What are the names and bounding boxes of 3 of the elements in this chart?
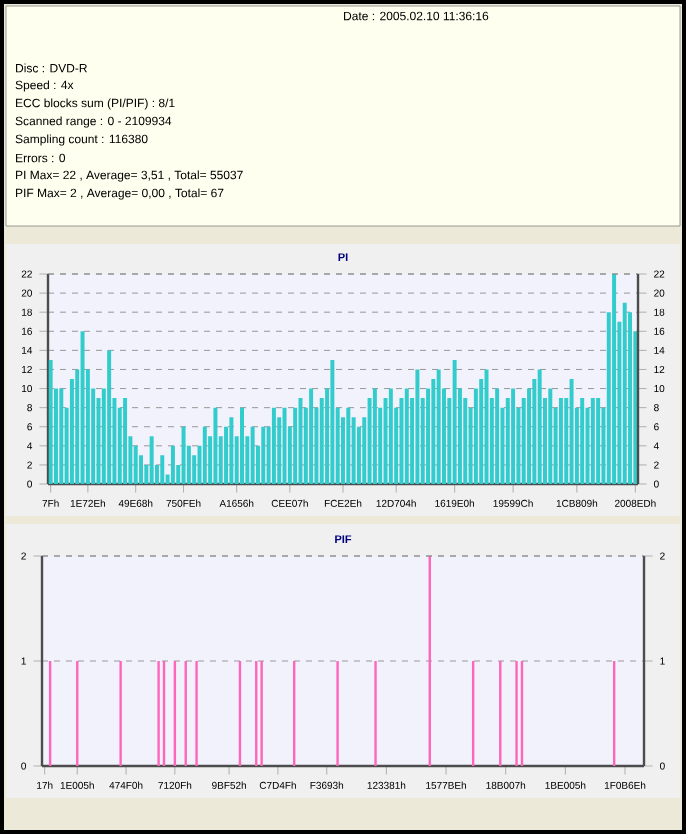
bar	[181, 426, 186, 485]
bar	[548, 388, 553, 485]
bar	[309, 388, 314, 485]
